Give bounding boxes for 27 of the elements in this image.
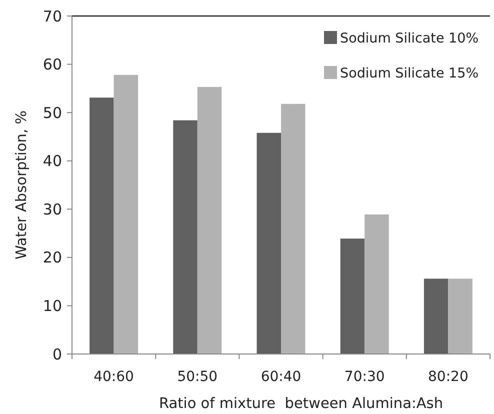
bar	[424, 278, 448, 354]
x-axis-title: Ratio of mixture between Alumina:Ash	[158, 396, 444, 412]
y-tick-label: 60	[42, 56, 62, 74]
y-tick-label: 10	[42, 296, 62, 315]
y-tick-label: 20	[42, 248, 62, 267]
y-tick-label: 0	[52, 345, 62, 364]
x-tick-label: 50:50	[177, 369, 218, 385]
bar	[448, 278, 472, 354]
bar	[173, 120, 198, 354]
y-tick-label: 70	[42, 7, 62, 26]
bar	[364, 214, 389, 354]
y-axis-title: Water Absorption, %	[14, 110, 30, 260]
y-tick-label: 40	[42, 152, 62, 170]
bar	[90, 98, 114, 354]
legend-label: Sodium Silicate 15%	[340, 66, 479, 82]
y-tick-label: 30	[42, 200, 62, 218]
x-tick-label: 70:30	[344, 369, 385, 385]
y-tick-label: 50	[42, 104, 62, 122]
bar	[340, 238, 365, 354]
bar	[256, 132, 281, 354]
bar	[114, 74, 138, 354]
bar	[197, 86, 222, 354]
x-tick-label: 40:60	[94, 369, 134, 385]
x-tick-label: 80:20	[428, 369, 468, 385]
x-tick-label: 60:40	[260, 369, 302, 385]
legend-label: Sodium Silicate 10%	[340, 30, 479, 47]
bar	[281, 104, 306, 354]
